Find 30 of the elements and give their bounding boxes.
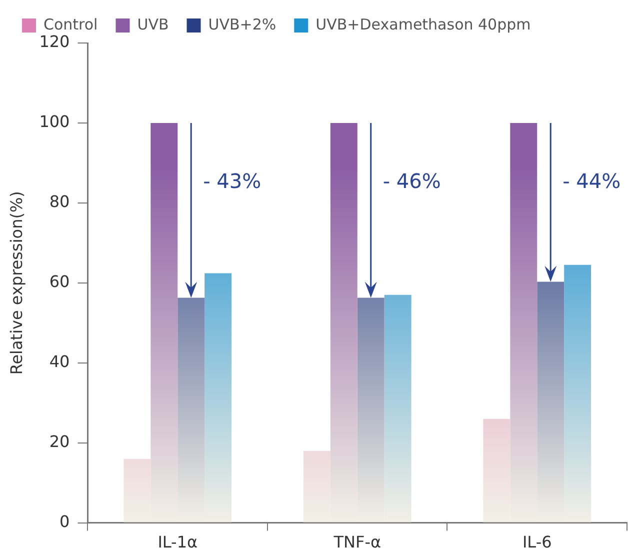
- y-tick-label: 80: [49, 192, 70, 212]
- bar: [204, 273, 232, 522]
- y-tick-label: 60: [49, 272, 70, 292]
- y-tick-label: 120: [39, 32, 70, 52]
- legend-label: UVB+Dexamethason 40ppm: [316, 15, 531, 34]
- legend-label: UVB+2%: [208, 15, 276, 34]
- bar: [330, 122, 358, 522]
- bar: [384, 294, 412, 522]
- bar: [150, 122, 178, 522]
- y-tick-label: 20: [49, 432, 70, 451]
- bar: [357, 298, 384, 522]
- bar: [178, 298, 205, 522]
- y-tick-label: 0: [60, 512, 70, 531]
- annotation: - 46%: [382, 169, 441, 194]
- x-tick-label: IL-6: [522, 532, 552, 552]
- legend-label: UVB: [137, 15, 169, 34]
- y-tick-label: 40: [49, 352, 70, 372]
- bar: [303, 450, 330, 522]
- y-tick-label: 100: [39, 112, 70, 132]
- legend-label: Control: [44, 15, 98, 34]
- bar: [510, 122, 538, 522]
- annotation: - 44%: [562, 169, 621, 194]
- bar: [564, 264, 592, 522]
- bar: [483, 418, 510, 522]
- y-axis-title: Relative expression(%): [6, 191, 26, 375]
- x-tick-label: TNF-α: [332, 532, 381, 552]
- bar: [537, 282, 564, 522]
- annotation: - 43%: [203, 169, 262, 194]
- bar: [124, 458, 151, 522]
- x-tick-label: IL-1α: [158, 532, 198, 552]
